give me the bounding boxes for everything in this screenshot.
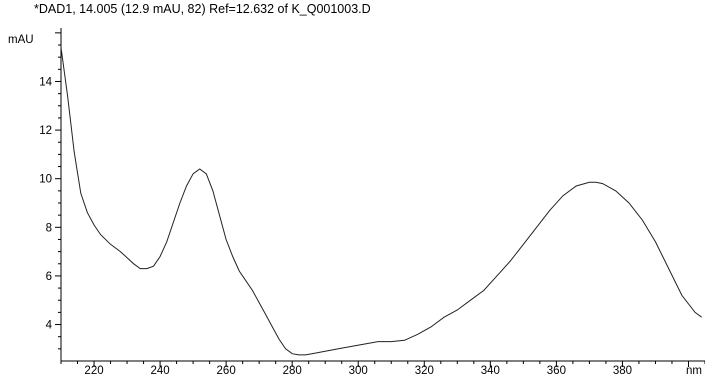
x-tick-label: 260 — [217, 365, 236, 376]
series-layer — [60, 47, 702, 356]
x-tick-label: 340 — [481, 365, 500, 376]
x-tick-label: 300 — [349, 365, 368, 376]
series-line — [60, 47, 702, 356]
y-tick-label: 12 — [39, 125, 52, 137]
x-tick-label: 220 — [84, 365, 103, 376]
y-tick-label: 10 — [39, 174, 52, 186]
y-tick-label: 6 — [46, 271, 52, 283]
x-axis-label: nm — [686, 365, 702, 376]
x-tick-label: 280 — [283, 365, 302, 376]
x-tick-label: 240 — [150, 365, 169, 376]
y-tick-label: 4 — [46, 320, 53, 332]
y-tick-label: 14 — [39, 76, 52, 88]
x-tick-label: 380 — [613, 365, 632, 376]
chart-title: *DAD1, 14.005 (12.9 mAU, 82) Ref=12.632 … — [34, 2, 371, 16]
x-tick-label: 320 — [415, 365, 434, 376]
y-axis-label: mAU — [8, 34, 34, 46]
axes: 4 6 8 10 12 14 mAU 220 240 260 280 300 320 340 360 380 n… — [8, 28, 705, 376]
y-tick-label: 8 — [46, 222, 52, 234]
x-tick-label: 360 — [547, 365, 566, 376]
